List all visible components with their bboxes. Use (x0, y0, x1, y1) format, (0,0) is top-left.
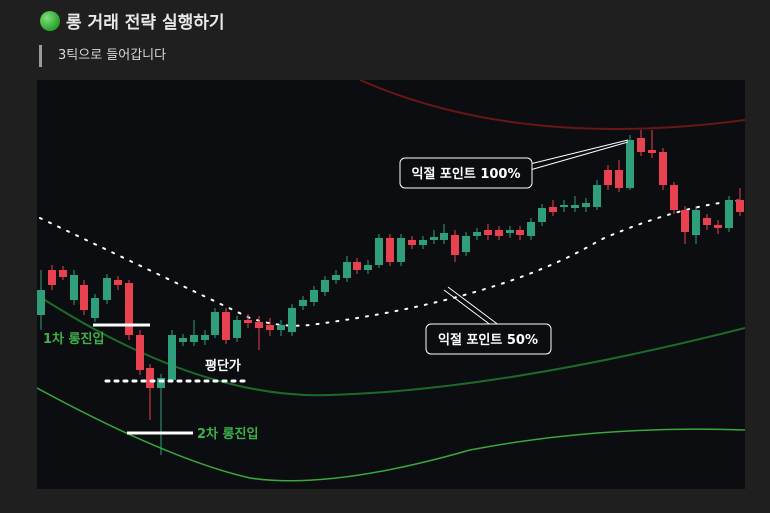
title-text: 롱 거래 전략 실행하기 (66, 13, 225, 33)
green-circle-icon (40, 10, 60, 31)
upper-band (359, 80, 745, 130)
callout-100-text: 익절 포인트 100% (411, 166, 520, 182)
callout-50-text: 익절 포인트 50% (438, 332, 538, 348)
chart-image: 1차 롱진입 평단가 2차 롱진입 익절 포인트 100% 익절 포인트 50% (37, 80, 745, 489)
candles (37, 130, 744, 455)
lower-band (37, 387, 745, 482)
average-price-label: 평단가 (205, 358, 241, 374)
callout-100 (399, 157, 533, 189)
subtitle: 3틱으로 들어갑니다 (39, 45, 166, 67)
section-title: 롱 거래 전략 실행하기 (40, 8, 225, 33)
entry-1-label: 1차 롱진입 (43, 331, 104, 347)
callout-50 (425, 323, 552, 355)
middle-band (37, 294, 745, 397)
pointer-50 (443, 286, 501, 327)
entry-2-label: 2차 롱진입 (197, 426, 258, 442)
pointer-100 (529, 139, 629, 171)
